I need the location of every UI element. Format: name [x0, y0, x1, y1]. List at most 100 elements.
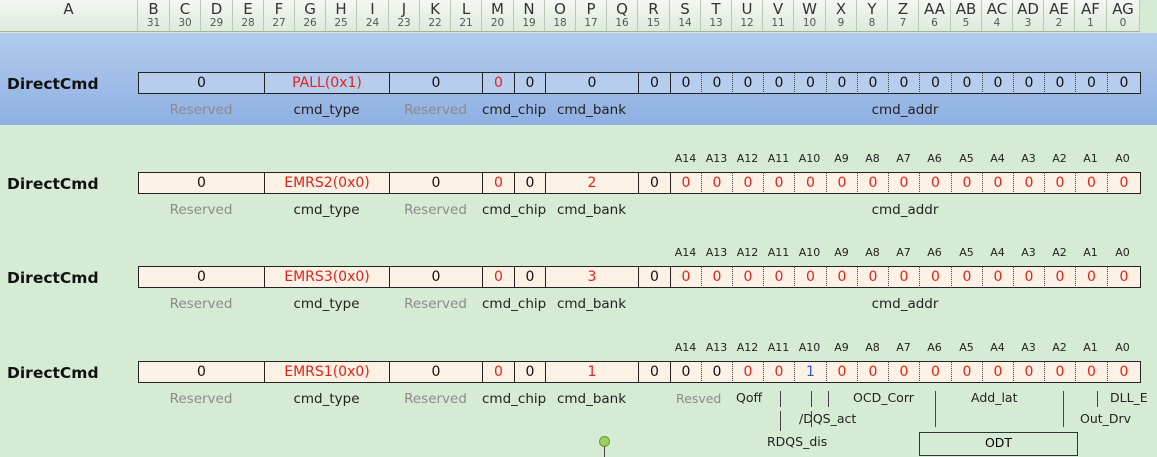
addr-bit-a10[interactable]: 0 — [794, 172, 826, 194]
cmd-chip-bit-20[interactable]: 0 — [482, 172, 514, 194]
bit-15-cell[interactable]: 0 — [638, 266, 670, 288]
addr-bit-a9[interactable]: 0 — [826, 172, 857, 194]
addr-bit-a0[interactable]: 0 — [1107, 361, 1140, 383]
cmd-bank-cell[interactable]: 0 — [545, 72, 638, 94]
addr-bit-a10[interactable]: 0 — [794, 266, 826, 288]
addr-bit-a4[interactable]: 0 — [982, 72, 1013, 94]
column-header-m[interactable]: M 20 — [482, 0, 514, 32]
column-header-v[interactable]: V 11 — [763, 0, 794, 32]
addr-bit-a6[interactable]: 0 — [919, 361, 951, 383]
addr-bit-a13[interactable]: 0 — [701, 172, 732, 194]
addr-bit-a8[interactable]: 0 — [857, 361, 888, 383]
addr-bit-a14[interactable]: 0 — [670, 361, 701, 383]
column-header-ad[interactable]: AD 3 — [1013, 0, 1044, 32]
column-header-a[interactable]: A — [0, 0, 138, 32]
addr-bit-a4[interactable]: 0 — [982, 361, 1013, 383]
reserved-low-cell[interactable]: 0 — [389, 361, 482, 383]
column-header-u[interactable]: U 12 — [732, 0, 763, 32]
column-header-c[interactable]: C 30 — [170, 0, 201, 32]
column-header-r[interactable]: R 15 — [638, 0, 670, 32]
addr-bit-a2[interactable]: 0 — [1044, 72, 1075, 94]
addr-bit-a1[interactable]: 0 — [1075, 72, 1107, 94]
column-header-l[interactable]: L 21 — [451, 0, 482, 32]
addr-bit-a4[interactable]: 0 — [982, 172, 1013, 194]
reserved-low-cell[interactable]: 0 — [389, 172, 482, 194]
addr-bit-a2[interactable]: 0 — [1044, 172, 1075, 194]
addr-bit-a10[interactable]: 1 — [794, 361, 826, 383]
addr-bit-a12[interactable]: 0 — [732, 361, 763, 383]
column-header-ab[interactable]: AB 5 — [951, 0, 982, 32]
column-header-b[interactable]: B 31 — [138, 0, 170, 32]
addr-bit-a4[interactable]: 0 — [982, 266, 1013, 288]
addr-bit-a5[interactable]: 0 — [951, 172, 982, 194]
addr-bit-a11[interactable]: 0 — [763, 266, 794, 288]
addr-bit-a5[interactable]: 0 — [951, 72, 982, 94]
column-header-e[interactable]: E 28 — [233, 0, 264, 32]
addr-bit-a9[interactable]: 0 — [826, 361, 857, 383]
column-header-h[interactable]: H 25 — [326, 0, 357, 32]
column-header-af[interactable]: AF 1 — [1075, 0, 1107, 32]
addr-bit-a12[interactable]: 0 — [732, 172, 763, 194]
cmd-bank-cell[interactable]: 1 — [545, 361, 638, 383]
addr-bit-a3[interactable]: 0 — [1013, 72, 1044, 94]
addr-bit-a0[interactable]: 0 — [1107, 72, 1140, 94]
addr-bit-a12[interactable]: 0 — [732, 266, 763, 288]
addr-bit-a2[interactable]: 0 — [1044, 266, 1075, 288]
cmd-chip-bit-19[interactable]: 0 — [514, 172, 545, 194]
cmd-chip-bit-20[interactable]: 0 — [482, 266, 514, 288]
column-header-s[interactable]: S 14 — [670, 0, 701, 32]
addr-bit-a9[interactable]: 0 — [826, 266, 857, 288]
addr-bit-a8[interactable]: 0 — [857, 266, 888, 288]
column-header-i[interactable]: I 24 — [357, 0, 389, 32]
reserved-high-cell[interactable]: 0 — [138, 172, 264, 194]
bit-15-cell[interactable]: 0 — [638, 172, 670, 194]
cmd-type-cell[interactable]: PALL(0x1) — [264, 72, 389, 94]
column-header-ae[interactable]: AE 2 — [1044, 0, 1075, 32]
addr-bit-a1[interactable]: 0 — [1075, 361, 1107, 383]
addr-bit-a1[interactable]: 0 — [1075, 172, 1107, 194]
bit-15-cell[interactable]: 0 — [638, 361, 670, 383]
cmd-bank-cell[interactable]: 2 — [545, 172, 638, 194]
column-header-d[interactable]: D 29 — [201, 0, 233, 32]
column-header-p[interactable]: P 17 — [576, 0, 607, 32]
cmd-type-cell[interactable]: EMRS3(0x0) — [264, 266, 389, 288]
addr-bit-a11[interactable]: 0 — [763, 72, 794, 94]
addr-bit-a5[interactable]: 0 — [951, 266, 982, 288]
addr-bit-a10[interactable]: 0 — [794, 72, 826, 94]
addr-bit-a6[interactable]: 0 — [919, 72, 951, 94]
reserved-low-cell[interactable]: 0 — [389, 266, 482, 288]
bit-15-cell[interactable]: 0 — [638, 72, 670, 94]
addr-bit-a13[interactable]: 0 — [701, 72, 732, 94]
addr-bit-a7[interactable]: 0 — [888, 361, 919, 383]
addr-bit-a9[interactable]: 0 — [826, 72, 857, 94]
addr-bit-a11[interactable]: 0 — [763, 172, 794, 194]
cmd-chip-bit-20[interactable]: 0 — [482, 361, 514, 383]
reserved-high-cell[interactable]: 0 — [138, 266, 264, 288]
addr-bit-a7[interactable]: 0 — [888, 266, 919, 288]
column-header-t[interactable]: T 13 — [701, 0, 732, 32]
addr-bit-a3[interactable]: 0 — [1013, 172, 1044, 194]
reserved-low-cell[interactable]: 0 — [389, 72, 482, 94]
column-header-aa[interactable]: AA 6 — [919, 0, 951, 32]
column-header-ac[interactable]: AC 4 — [982, 0, 1013, 32]
addr-bit-a7[interactable]: 0 — [888, 172, 919, 194]
addr-bit-a0[interactable]: 0 — [1107, 266, 1140, 288]
addr-bit-a14[interactable]: 0 — [670, 266, 701, 288]
reserved-high-cell[interactable]: 0 — [138, 361, 264, 383]
column-header-j[interactable]: J 23 — [389, 0, 420, 32]
column-header-q[interactable]: Q 16 — [607, 0, 638, 32]
column-header-ag[interactable]: AG 0 — [1107, 0, 1140, 32]
addr-bit-a0[interactable]: 0 — [1107, 172, 1140, 194]
addr-bit-a8[interactable]: 0 — [857, 172, 888, 194]
cmd-chip-bit-19[interactable]: 0 — [514, 266, 545, 288]
column-header-f[interactable]: F 27 — [264, 0, 295, 32]
addr-bit-a2[interactable]: 0 — [1044, 361, 1075, 383]
cmd-chip-bit-19[interactable]: 0 — [514, 361, 545, 383]
reserved-high-cell[interactable]: 0 — [138, 72, 264, 94]
addr-bit-a12[interactable]: 0 — [732, 72, 763, 94]
addr-bit-a6[interactable]: 0 — [919, 266, 951, 288]
cmd-chip-bit-19[interactable]: 0 — [514, 72, 545, 94]
